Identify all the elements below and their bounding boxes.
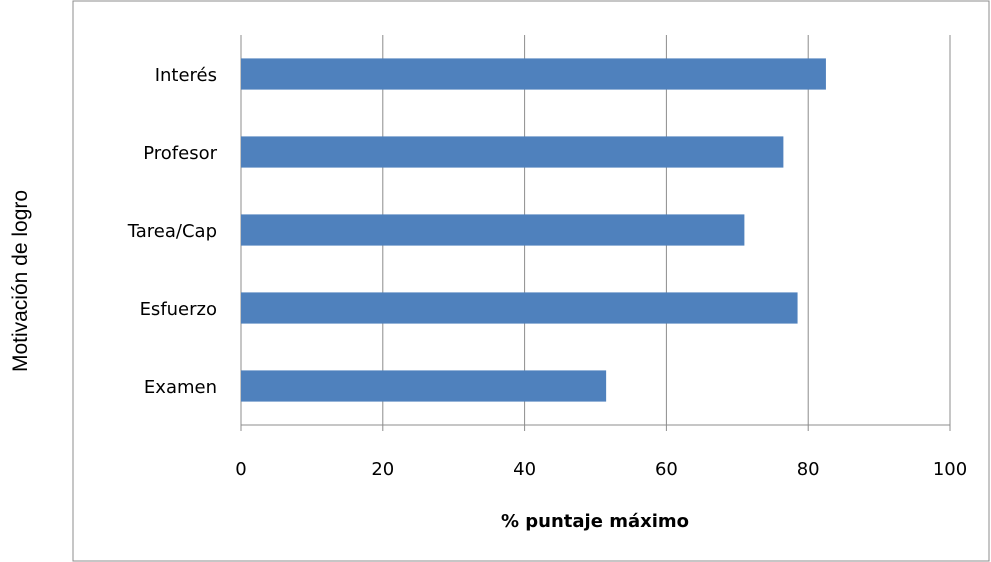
x-tick-label: 80 [797,459,820,480]
x-tick-label: 40 [513,459,536,480]
category-label: Esfuerzo [140,299,217,320]
bar [241,214,745,246]
chart-frame [72,0,990,562]
category-label: Examen [144,377,217,398]
x-tick-label: 60 [655,459,678,480]
x-tick-label: 20 [371,459,394,480]
bar [241,136,784,168]
bar [241,58,826,90]
bars [241,58,826,402]
bar [241,370,607,402]
x-tick-label: 100 [933,459,967,480]
category-labels: Interés Profesor Tarea/Cap Esfuerzo Examen [127,65,218,398]
bar [241,292,798,324]
category-label: Tarea/Cap [127,221,217,242]
category-label: Profesor [143,143,217,164]
category-label: Interés [155,65,217,86]
tick-labels: 0 20 40 60 80 100 [235,459,967,480]
x-axis-label: % puntaje máximo [501,511,689,532]
x-tick-label: 0 [235,459,246,480]
